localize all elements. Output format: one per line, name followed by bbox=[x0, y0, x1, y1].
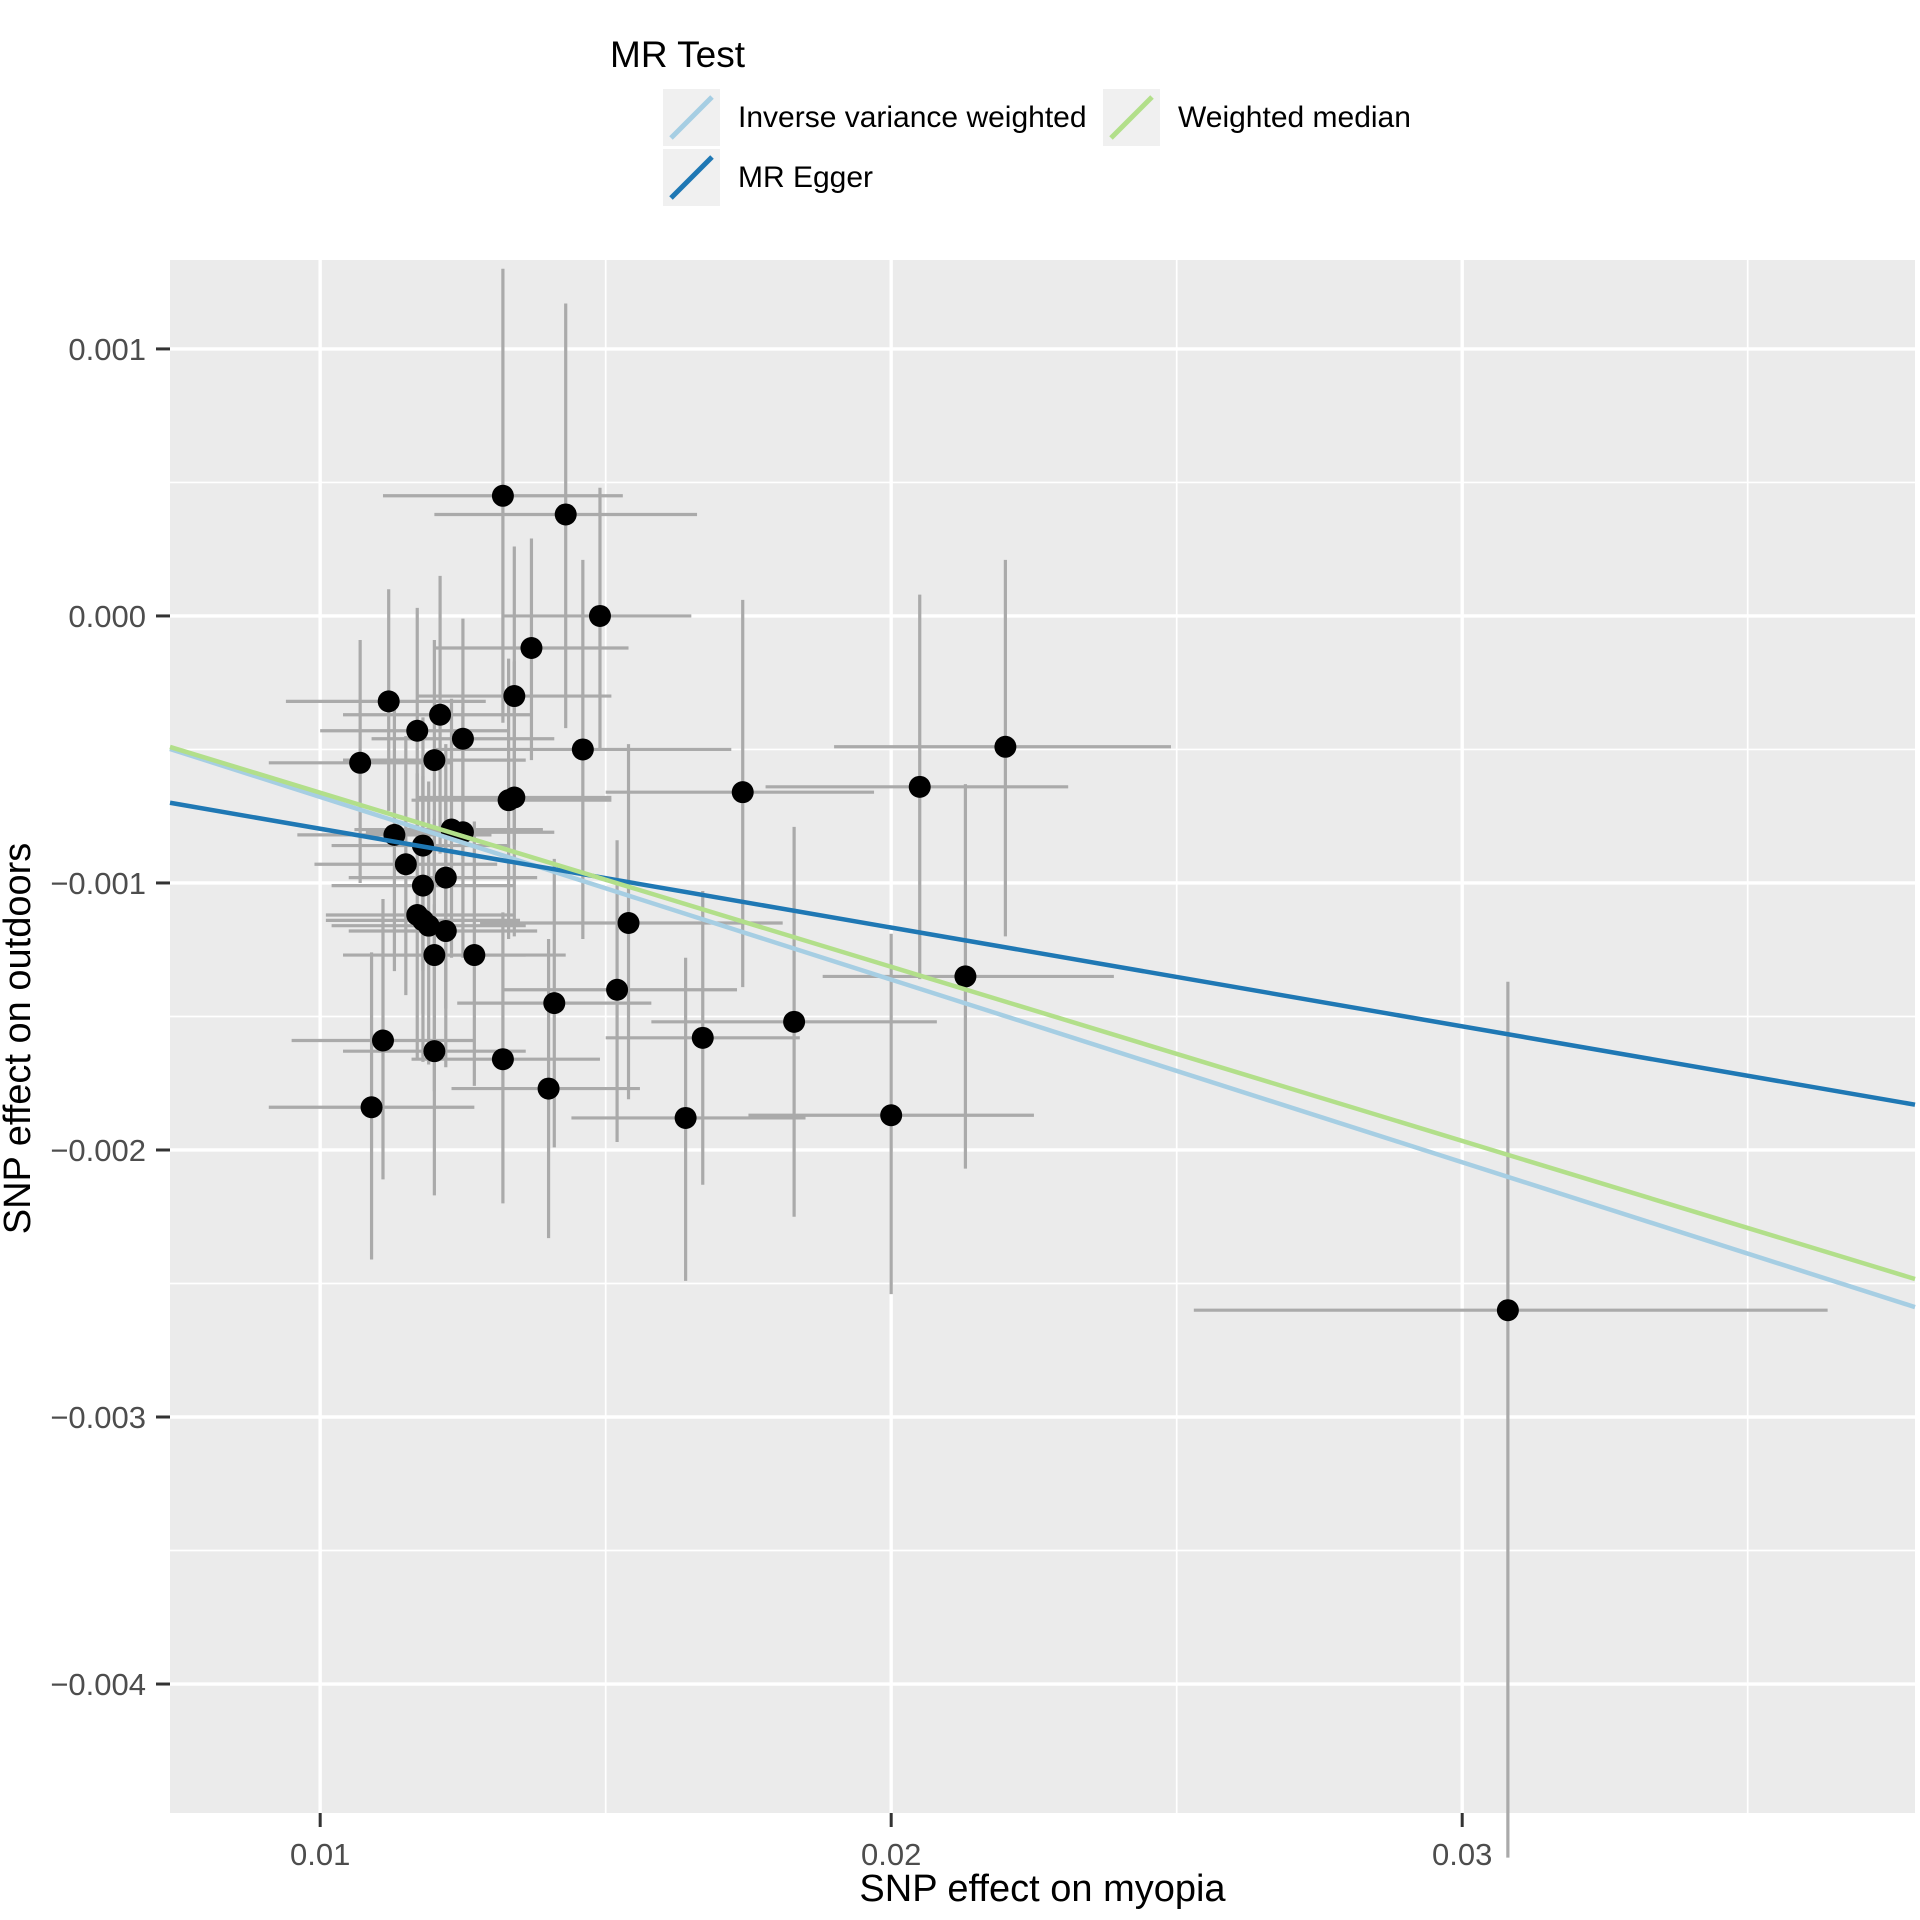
snp-data-point bbox=[360, 1096, 383, 1119]
snp-data-point bbox=[543, 992, 566, 1015]
snp-data-point bbox=[954, 965, 977, 988]
legend: MR Test Inverse variance weighted MR Egg… bbox=[0, 0, 1920, 220]
snp-data-point bbox=[617, 912, 640, 935]
snp-data-point bbox=[423, 749, 446, 772]
legend-label-ivw: Inverse variance weighted bbox=[738, 100, 1087, 134]
x-axis-title: SNP effect on myopia bbox=[859, 1868, 1226, 1910]
snp-data-point bbox=[394, 853, 417, 876]
y-tick-label: −0.002 bbox=[50, 1133, 146, 1168]
snp-data-point bbox=[503, 786, 526, 809]
legend-item-egger: MR Egger bbox=[663, 149, 873, 206]
y-tick-label: −0.004 bbox=[50, 1667, 146, 1702]
snp-data-point bbox=[783, 1010, 806, 1033]
snp-data-point bbox=[908, 775, 931, 798]
snp-data-point bbox=[434, 920, 457, 943]
snp-data-point bbox=[880, 1104, 903, 1127]
snp-data-point bbox=[554, 503, 577, 526]
snp-data-point bbox=[691, 1026, 714, 1049]
legend-label-weighted-median: Weighted median bbox=[1178, 100, 1411, 134]
y-axis-title: SNP effect on outdoors bbox=[0, 842, 39, 1235]
weighted-median-line-key-icon bbox=[1103, 89, 1160, 146]
snp-data-point bbox=[674, 1106, 697, 1129]
snp-data-point bbox=[411, 874, 434, 897]
x-tick-label: 0.03 bbox=[1432, 1837, 1492, 1872]
snp-data-point bbox=[371, 1029, 394, 1052]
ivw-line-key-icon bbox=[663, 89, 720, 146]
snp-data-point bbox=[451, 727, 474, 750]
snp-data-point bbox=[349, 751, 372, 774]
snp-data-point bbox=[406, 719, 429, 742]
snp-data-point bbox=[994, 735, 1017, 758]
snp-data-point bbox=[520, 636, 543, 659]
y-tick-label: 0.001 bbox=[68, 332, 146, 367]
legend-item-weighted-median: Weighted median bbox=[1103, 89, 1411, 146]
snp-data-point bbox=[606, 978, 629, 1001]
snp-data-point bbox=[1496, 1299, 1519, 1322]
x-tick-label: 0.01 bbox=[290, 1837, 350, 1872]
egger-line-key-icon bbox=[663, 149, 720, 206]
legend-item-ivw: Inverse variance weighted bbox=[663, 89, 1087, 146]
regression-line-weighted-median bbox=[169, 744, 1916, 1282]
x-tick-label: 0.02 bbox=[861, 1837, 921, 1872]
snp-data-point bbox=[491, 484, 514, 507]
snp-data-point bbox=[423, 1040, 446, 1063]
snp-data-point bbox=[429, 703, 452, 726]
snp-data-point bbox=[503, 685, 526, 708]
snp-data-point bbox=[571, 738, 594, 761]
snp-data-point bbox=[731, 781, 754, 804]
snp-data-point bbox=[417, 914, 440, 937]
snp-data-point bbox=[377, 690, 400, 713]
legend-title: MR Test bbox=[610, 34, 746, 75]
regression-line-mr-egger bbox=[169, 800, 1916, 1107]
snp-data-point bbox=[491, 1048, 514, 1071]
snp-data-point bbox=[463, 944, 486, 967]
y-tick-label: −0.001 bbox=[50, 866, 146, 901]
y-tick-label: 0.000 bbox=[68, 599, 146, 634]
snp-data-point bbox=[423, 944, 446, 967]
plot-panel bbox=[170, 260, 1915, 1813]
snp-data-point bbox=[434, 866, 457, 889]
y-tick-label: −0.003 bbox=[50, 1400, 146, 1435]
legend-label-egger: MR Egger bbox=[738, 160, 874, 194]
regression-line-inverse-variance-weighted bbox=[169, 746, 1916, 1310]
snp-data-point bbox=[588, 604, 611, 627]
snp-data-point bbox=[537, 1077, 560, 1100]
